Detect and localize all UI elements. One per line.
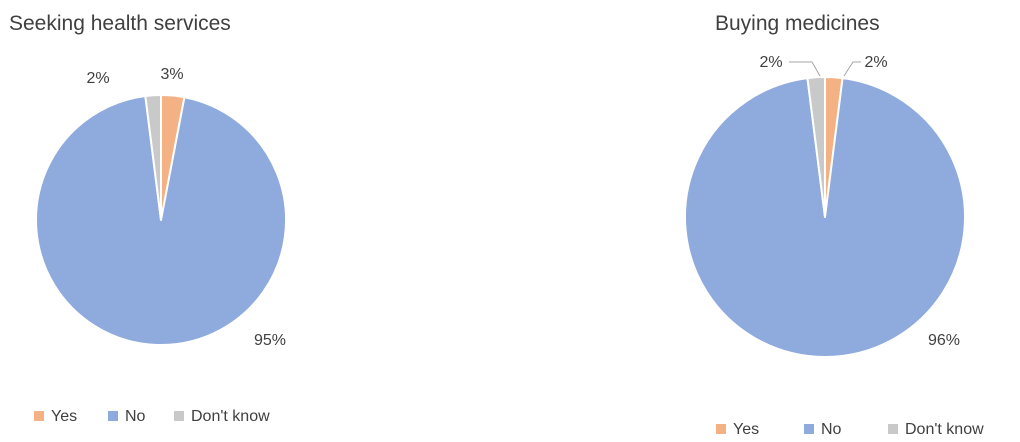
legend-buying-medicines: Yes No Don't know (716, 421, 984, 438)
chart-title: Seeking health services (9, 12, 231, 35)
pie-seeking-health-services (35, 93, 288, 346)
data-label-dont-know: 2% (86, 70, 109, 87)
leader-line-yes (843, 61, 861, 77)
legend-label-no: No (821, 421, 842, 438)
chart-seeking-health-services: Seeking health services 3% 95% 2% Yes No Don… (9, 12, 288, 425)
pie-slice-dont-know (806, 75, 826, 218)
pie-buying-medicines (684, 75, 966, 358)
legend-label-no: No (125, 408, 146, 425)
legend-swatch-dont-know (888, 424, 898, 434)
data-label-yes: 3% (160, 66, 183, 83)
data-label-no: 96% (928, 332, 960, 349)
legend-swatch-dont-know (174, 411, 184, 421)
legend-label-yes: Yes (733, 421, 759, 438)
legend-label-yes: Yes (51, 408, 77, 425)
legend-swatch-yes (716, 424, 726, 434)
data-label-no: 95% (254, 332, 286, 349)
data-labels-seeking-health-services: 3% 95% 2% (86, 66, 286, 349)
legend-swatch-no (108, 411, 118, 421)
data-label-yes: 2% (864, 54, 887, 71)
chart-buying-medicines: Buying medicines 2% 96% 2% Yes No Don't know (684, 12, 984, 438)
data-label-dont-know: 2% (759, 54, 782, 71)
legend-swatch-yes (34, 411, 44, 421)
pie-slice-dont-know (144, 94, 162, 221)
data-labels-buying-medicines: 2% 96% 2% (759, 54, 960, 349)
leader-line-dont-know (789, 61, 821, 77)
legend-seeking-health-services: Yes No Don't know (34, 408, 270, 425)
legend-swatch-no (804, 424, 814, 434)
chart-title: Buying medicines (715, 12, 880, 35)
legend-label-dont-know: Don't know (905, 421, 984, 438)
legend-label-dont-know: Don't know (191, 408, 270, 425)
